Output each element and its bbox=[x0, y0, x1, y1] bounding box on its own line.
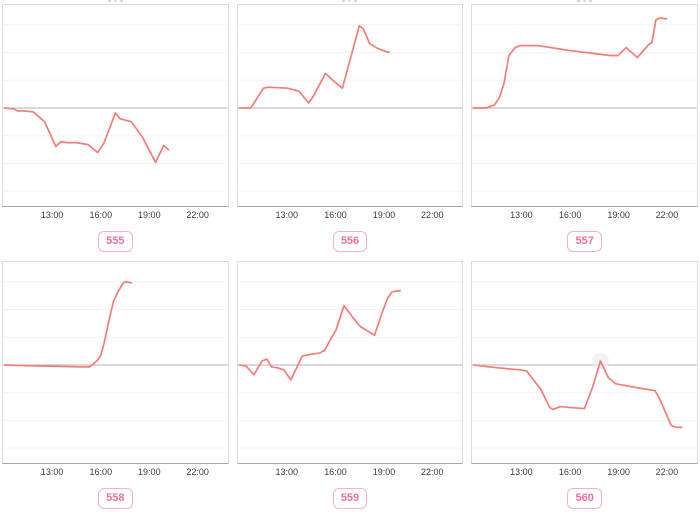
chart-canvas-556[interactable] bbox=[237, 5, 463, 206]
badge-row: 555 bbox=[2, 231, 229, 255]
x-axis-558: 13:00 16:00 19:00 22:00 bbox=[2, 465, 229, 480]
x-axis-555: 13:00 16:00 19:00 22:00 bbox=[2, 208, 229, 223]
clipped-title-fragment bbox=[348, 0, 352, 2]
chart-panel-555[interactable] bbox=[2, 4, 229, 207]
chart-card-559: 13:00 16:00 19:00 22:00 559 bbox=[236, 261, 464, 512]
clipped-title-fragment bbox=[589, 0, 593, 2]
x-tick-label: 19:00 bbox=[138, 210, 161, 220]
x-tick-label: 13:00 bbox=[510, 210, 533, 220]
chart-card-555: 13:00 16:00 19:00 22:00 555 bbox=[2, 0, 229, 255]
x-tick-label: 19:00 bbox=[138, 467, 161, 477]
clipped-chart-title bbox=[2, 0, 229, 4]
x-axis-556: 13:00 16:00 19:00 22:00 bbox=[237, 208, 464, 223]
x-tick-label: 16:00 bbox=[324, 467, 347, 477]
chart-card-558: 13:00 16:00 19:00 22:00 558 bbox=[2, 261, 229, 512]
chart-badge-559[interactable]: 559 bbox=[332, 488, 368, 509]
series-line bbox=[238, 289, 401, 381]
chart-canvas-555[interactable] bbox=[3, 5, 228, 206]
chart-canvas-559[interactable] bbox=[237, 262, 463, 463]
x-tick-label: 19:00 bbox=[372, 210, 396, 220]
series-line bbox=[472, 360, 683, 429]
x-axis-559: 13:00 16:00 19:00 22:00 bbox=[237, 465, 464, 480]
clipped-chart-title bbox=[237, 0, 464, 4]
series-line bbox=[3, 280, 133, 368]
chart-badge-558[interactable]: 558 bbox=[98, 488, 133, 509]
x-tick-label: 16:00 bbox=[558, 210, 582, 220]
x-tick-label: 13:00 bbox=[40, 210, 64, 220]
x-tick-label: 19:00 bbox=[607, 467, 630, 477]
x-tick-label: 22:00 bbox=[421, 210, 444, 220]
badge-row: 560 bbox=[471, 488, 698, 512]
x-tick-label: 22:00 bbox=[186, 467, 209, 477]
chart-canvas-558[interactable] bbox=[3, 262, 228, 463]
x-axis-557: 13:00 16:00 19:00 22:00 bbox=[471, 208, 698, 223]
badge-row: 558 bbox=[2, 488, 229, 512]
x-tick-label: 16:00 bbox=[89, 467, 113, 477]
x-tick-label: 16:00 bbox=[324, 210, 347, 220]
chart-panel-560[interactable] bbox=[471, 261, 698, 464]
clipped-title-fragment bbox=[107, 0, 111, 2]
x-tick-label: 22:00 bbox=[655, 467, 679, 477]
series-line bbox=[472, 17, 668, 109]
chart-panel-557[interactable] bbox=[471, 4, 698, 207]
chart-card-560: 13:00 16:00 19:00 22:00 560 bbox=[471, 261, 698, 512]
x-tick-label: 16:00 bbox=[558, 467, 582, 477]
x-tick-label: 13:00 bbox=[510, 467, 533, 477]
chart-panel-559[interactable] bbox=[236, 261, 464, 464]
series-line bbox=[238, 24, 390, 109]
x-tick-label: 22:00 bbox=[655, 210, 679, 220]
badge-row: 557 bbox=[471, 231, 698, 255]
x-tick-label: 22:00 bbox=[421, 467, 444, 477]
x-tick-label: 13:00 bbox=[40, 467, 64, 477]
clipped-title-fragment bbox=[577, 0, 581, 2]
x-tick-label: 16:00 bbox=[89, 210, 113, 220]
x-tick-label: 13:00 bbox=[275, 210, 299, 220]
chart-badge-560[interactable]: 560 bbox=[567, 488, 602, 509]
x-axis-560: 13:00 16:00 19:00 22:00 bbox=[471, 465, 698, 480]
series-line bbox=[3, 107, 170, 164]
chart-badge-557[interactable]: 557 bbox=[567, 231, 602, 252]
chart-badge-555[interactable]: 555 bbox=[98, 231, 133, 252]
x-tick-label: 22:00 bbox=[186, 210, 209, 220]
x-tick-label: 19:00 bbox=[372, 467, 396, 477]
badge-row: 559 bbox=[237, 488, 464, 512]
chart-badge-556[interactable]: 556 bbox=[332, 231, 368, 252]
x-tick-label: 19:00 bbox=[607, 210, 630, 220]
chart-canvas-557[interactable] bbox=[472, 5, 697, 206]
clipped-title-fragment bbox=[354, 0, 358, 2]
clipped-title-fragment bbox=[342, 0, 346, 2]
chart-panel-556[interactable] bbox=[236, 4, 464, 207]
clipped-chart-title bbox=[471, 0, 698, 4]
chart-card-557: 13:00 16:00 19:00 22:00 557 bbox=[471, 0, 698, 255]
clipped-title-fragment bbox=[583, 0, 587, 2]
clipped-title-fragment bbox=[113, 0, 117, 2]
badge-row: 556 bbox=[237, 231, 464, 255]
chart-card-556: 13:00 16:00 19:00 22:00 556 bbox=[236, 0, 464, 255]
chart-panel-558[interactable] bbox=[2, 261, 229, 464]
x-tick-label: 13:00 bbox=[275, 467, 299, 477]
clipped-title-fragment bbox=[119, 0, 123, 2]
chart-canvas-560[interactable] bbox=[472, 262, 697, 463]
